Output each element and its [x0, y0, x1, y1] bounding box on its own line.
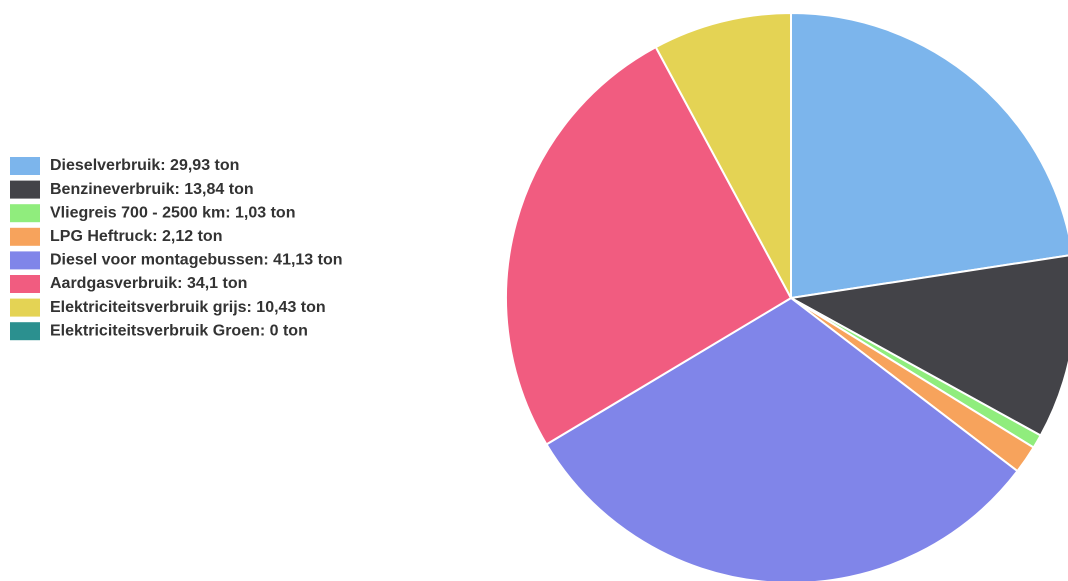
legend-swatch	[10, 298, 40, 317]
legend-label: Benzineverbruik: 13,84 ton	[50, 181, 254, 198]
legend-label: Aardgasverbruik: 34,1 ton	[50, 275, 247, 292]
legend-label: LPG Heftruck: 2,12 ton	[50, 228, 222, 245]
legend-swatch	[10, 157, 40, 175]
legend-swatch	[10, 275, 40, 293]
pie-slice	[787, 254, 1068, 437]
legend-swatch	[10, 251, 40, 270]
pie-slice	[654, 11, 792, 299]
pie-slice	[545, 296, 1019, 581]
legend-swatch	[10, 322, 40, 341]
legend-label: Elektriciteitsverbruik Groen: 0 ton	[50, 322, 308, 339]
pie-slice	[505, 45, 793, 446]
legend-label: Diesel voor montagebussen: 41,13 ton	[50, 252, 343, 269]
legend-label: Vliegreis 700 - 2500 km: 1,03 ton	[50, 204, 295, 221]
pie-slice	[790, 11, 1068, 300]
legend-label: Elektriciteitsverbruik grijs: 10,43 ton	[50, 299, 326, 316]
legend-swatch	[10, 227, 40, 246]
legend-swatch	[10, 204, 40, 223]
legend-swatch	[10, 180, 40, 199]
legend-label: Dieselverbruik: 29,93 ton	[50, 157, 239, 174]
